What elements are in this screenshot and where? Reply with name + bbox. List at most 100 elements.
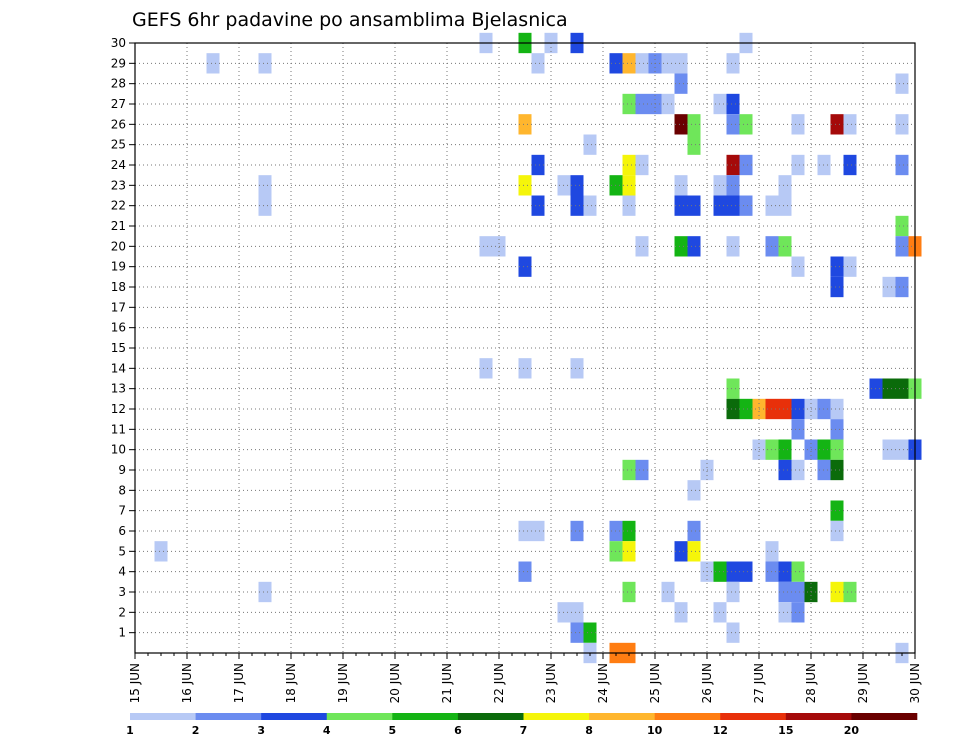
y-tick-label: 27 [111, 97, 126, 111]
y-tick-label: 8 [118, 483, 126, 497]
data-cell [830, 276, 844, 298]
data-cell [895, 154, 909, 176]
data-cell [830, 459, 844, 481]
y-tick-label: 24 [111, 158, 126, 172]
data-cell [687, 541, 701, 562]
y-tick-label: 11 [111, 422, 126, 436]
data-cell [531, 154, 545, 176]
data-cell [687, 480, 701, 501]
data-cell [726, 581, 740, 603]
data-cell [570, 195, 584, 216]
colorbar-swatch [326, 713, 393, 720]
y-tick-label: 1 [118, 626, 126, 640]
data-cell [674, 114, 688, 135]
data-cell [791, 398, 805, 420]
colorbar-swatch [130, 713, 196, 720]
data-cell [258, 175, 272, 196]
y-tick-label: 12 [111, 402, 126, 416]
data-cell [622, 541, 636, 562]
data-cell [726, 195, 740, 216]
y-tick-label: 30 [111, 36, 126, 50]
data-cell [726, 114, 740, 135]
data-cell [726, 378, 740, 399]
y-tick-label: 10 [111, 443, 126, 457]
data-cell [882, 439, 896, 460]
x-tick-label: 30 JUN [908, 663, 922, 703]
data-cell [726, 53, 740, 74]
x-tick-label: 25 JUN [648, 663, 662, 703]
x-tick-label: 23 JUN [544, 663, 558, 703]
colorbar-label: 6 [454, 724, 462, 737]
data-cell [622, 195, 636, 216]
data-cell [843, 114, 857, 135]
x-tick-label: 24 JUN [596, 663, 610, 703]
data-cell [791, 581, 805, 603]
colorbar-swatch [589, 713, 655, 720]
data-cell [570, 622, 584, 643]
y-tick-label: 2 [118, 605, 126, 619]
x-tick-label: 16 JUN [180, 663, 194, 703]
data-cell [843, 256, 857, 277]
data-cell [830, 256, 844, 277]
data-cell [674, 175, 688, 196]
data-cell [791, 459, 805, 481]
colorbar-swatch [785, 713, 852, 720]
y-tick-label: 21 [111, 219, 126, 233]
data-cell [882, 276, 896, 298]
data-cell [583, 134, 597, 155]
x-tick-label: 26 JUN [700, 663, 714, 703]
y-tick-label: 16 [111, 321, 126, 335]
y-tick-label: 13 [111, 382, 126, 396]
data-cell [622, 581, 636, 603]
data-cell [830, 500, 844, 521]
data-cell [583, 195, 597, 216]
colorbar-swatch [720, 713, 787, 720]
data-cell [791, 419, 805, 440]
data-cell [778, 398, 792, 420]
data-cell [739, 114, 753, 135]
chart-title: GEFS 6hr padavine po ansamblima Bjelasni… [132, 9, 568, 31]
x-tick-label: 28 JUN [804, 663, 818, 703]
data-cell [726, 154, 740, 176]
data-cell [570, 602, 584, 623]
colorbar: 1 2 3 4 5 6 7 8 10 12 15 20 [126, 713, 918, 737]
colorbar-label: 8 [585, 724, 593, 737]
x-tick-label: 20 JUN [388, 663, 402, 703]
data-cell [895, 215, 909, 237]
data-cell [622, 175, 636, 196]
data-cell [843, 581, 857, 603]
data-cell [622, 459, 636, 481]
data-cell [479, 358, 493, 379]
y-tick-label: 14 [111, 361, 126, 375]
colorbar-swatch [851, 713, 918, 720]
data-cells [154, 32, 922, 664]
data-cell [830, 114, 844, 135]
colorbar-swatch [654, 713, 721, 720]
data-cell [791, 602, 805, 623]
data-cell [674, 195, 688, 216]
data-cell [739, 195, 753, 216]
data-cell [791, 256, 805, 277]
data-cell [635, 459, 649, 481]
colorbar-label: 12 [713, 724, 728, 737]
x-tick-label: 17 JUN [232, 663, 246, 703]
colorbar-label: 15 [778, 724, 793, 737]
data-cell [622, 520, 636, 542]
data-cell [726, 93, 740, 115]
data-cell [635, 93, 649, 115]
axes: 1234567891011121314151617181920212223242… [111, 36, 922, 703]
data-cell [778, 236, 792, 257]
y-tick-label: 17 [111, 300, 126, 314]
y-tick-label: 20 [111, 239, 126, 253]
data-cell [479, 236, 493, 257]
data-cell [895, 236, 909, 257]
data-cell [518, 520, 532, 542]
data-cell [518, 256, 532, 277]
x-tick-label: 27 JUN [752, 663, 766, 703]
data-cell [843, 154, 857, 176]
data-cell [882, 378, 896, 399]
data-cell [570, 358, 584, 379]
data-cell [687, 520, 701, 542]
data-cell [830, 419, 844, 440]
